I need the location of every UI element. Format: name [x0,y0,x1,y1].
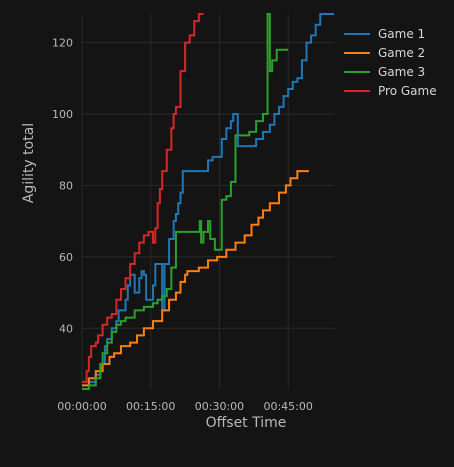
legend-label: Game 3 [378,65,425,79]
legend-item-game-1[interactable]: Game 1 [344,27,425,41]
y-tick-label: 100 [52,108,73,121]
legend[interactable]: Game 1 Game 2 Game 3 Pro Game [344,27,437,98]
x-tick-label: 00:30:00 [195,400,244,413]
y-tick-label: 40 [59,322,73,335]
x-tick-label: 00:00:00 [57,400,106,413]
series-line-game-2 [82,170,309,387]
x-tick-label: 00:45:00 [263,400,312,413]
series-line-game-1 [82,13,334,387]
legend-item-game-2[interactable]: Game 2 [344,46,425,60]
series-line-pro-game [82,13,204,383]
legend-label: Game 2 [378,46,425,60]
legend-label: Pro Game [378,84,437,98]
x-axis-title: Offset Time [206,415,287,431]
series-lines [82,13,334,390]
y-tick-label: 120 [52,37,73,50]
series-line-game-3 [82,13,289,390]
y-tick-label: 60 [59,251,73,264]
legend-label: Game 1 [378,27,425,41]
y-tick-label: 80 [59,179,73,192]
y-axis-ticks: 40 60 80 100 120 [52,37,73,336]
x-tick-label: 00:15:00 [126,400,175,413]
y-axis-title: Agility total [21,123,37,203]
legend-item-game-3[interactable]: Game 3 [344,65,425,79]
legend-item-pro-game[interactable]: Pro Game [344,84,437,98]
grid [81,14,334,389]
x-axis-ticks: 00:00:00 00:15:00 00:30:00 00:45:00 [57,400,313,413]
